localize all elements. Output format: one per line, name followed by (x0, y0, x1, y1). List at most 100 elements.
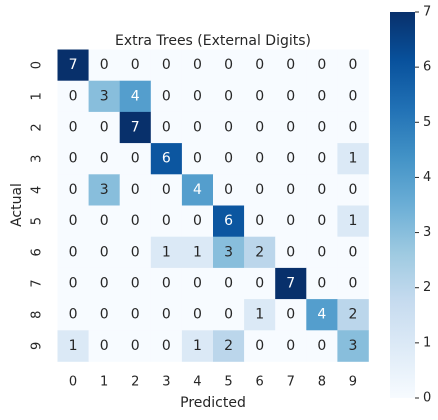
cell (337, 299, 369, 331)
cell-label: 1 (348, 151, 357, 167)
cell (57, 205, 89, 237)
cell-label: 0 (193, 57, 202, 73)
x-tick-label: 5 (224, 375, 232, 390)
cell (306, 236, 338, 269)
cell (337, 111, 369, 144)
cell-label: 0 (100, 120, 109, 136)
cell-label: 0 (286, 244, 295, 260)
cell-label: 0 (162, 182, 171, 198)
cell (119, 299, 152, 331)
cell-label: 0 (255, 57, 264, 73)
cell-label: 0 (162, 307, 171, 323)
cell (88, 143, 120, 175)
cell-label: 0 (348, 276, 357, 292)
cell (181, 143, 214, 175)
x-tick-label: 0 (69, 375, 77, 390)
cell-label: 3 (100, 182, 109, 198)
cell-label: 0 (69, 151, 78, 167)
x-axis-label: Predicted (180, 395, 246, 411)
y-tick-label: 6 (30, 248, 45, 256)
cell (150, 143, 183, 175)
cell-label: 7 (286, 276, 295, 292)
cell (275, 330, 307, 362)
cell (337, 80, 369, 113)
cell (88, 174, 120, 206)
cell (244, 111, 276, 144)
cell-label: 0 (100, 276, 109, 292)
cell (244, 80, 276, 113)
cell-label: 0 (100, 151, 109, 167)
cell-label: 0 (193, 88, 202, 104)
cell (213, 111, 245, 144)
cell (306, 174, 338, 206)
cell (337, 143, 369, 175)
cell (213, 299, 245, 331)
y-tick-label: 2 (30, 123, 45, 131)
cell-label: 0 (317, 276, 326, 292)
cell-label: 0 (224, 182, 233, 198)
y-tick-label: 5 (30, 217, 45, 225)
cell (306, 80, 338, 113)
cell-label: 0 (224, 276, 233, 292)
cell-label: 0 (317, 57, 326, 73)
cell (244, 205, 276, 237)
cell-label: 0 (131, 213, 140, 229)
cell (181, 174, 214, 206)
cell-label: 0 (255, 276, 264, 292)
colorbar-tick-label: 1 (423, 335, 431, 350)
cell-label: 3 (100, 88, 109, 104)
cell (57, 267, 89, 300)
cell-label: 0 (100, 244, 109, 260)
cell (213, 174, 245, 206)
cell-label: 0 (255, 182, 264, 198)
cell-label: 0 (286, 338, 295, 354)
y-tick-label: 0 (30, 61, 45, 69)
cell-label: 6 (162, 151, 171, 167)
cell (150, 236, 183, 269)
cell-label: 0 (255, 338, 264, 354)
cell-label: 0 (131, 338, 140, 354)
cell (244, 236, 276, 269)
cell (150, 80, 183, 113)
cell-label: 1 (193, 338, 202, 354)
cell-label: 7 (131, 120, 140, 136)
cell (244, 267, 276, 300)
cell-label: 0 (317, 182, 326, 198)
cell (88, 111, 120, 144)
cell-label: 4 (131, 88, 140, 104)
cell (275, 80, 307, 113)
colorbar-tick-label: 2 (423, 280, 431, 295)
cell (150, 174, 183, 206)
cell (306, 111, 338, 144)
cell-label: 1 (69, 338, 78, 354)
cell-label: 0 (286, 88, 295, 104)
cell (119, 236, 152, 269)
cell (88, 205, 120, 237)
cell (244, 143, 276, 175)
cell-label: 0 (255, 151, 264, 167)
cell-label: 0 (131, 307, 140, 323)
cell-label: 0 (100, 338, 109, 354)
cell (57, 174, 89, 206)
cell-label: 1 (193, 244, 202, 260)
cell (275, 111, 307, 144)
cell-label: 0 (131, 276, 140, 292)
cell (181, 205, 214, 237)
cell (150, 267, 183, 300)
cell (213, 267, 245, 300)
cell-label: 4 (193, 182, 202, 198)
cell-label: 0 (317, 338, 326, 354)
cell (57, 143, 89, 175)
cell-label: 0 (348, 244, 357, 260)
cell (244, 49, 276, 81)
cell (275, 143, 307, 175)
cell-label: 0 (193, 276, 202, 292)
cell-label: 2 (224, 338, 233, 354)
cell (150, 49, 183, 81)
cell-label: 0 (286, 120, 295, 136)
cell-label: 0 (317, 88, 326, 104)
y-axis-label: Actual (9, 183, 25, 227)
cell-label: 0 (193, 213, 202, 229)
cell-label: 6 (224, 213, 233, 229)
cell-label: 0 (193, 151, 202, 167)
